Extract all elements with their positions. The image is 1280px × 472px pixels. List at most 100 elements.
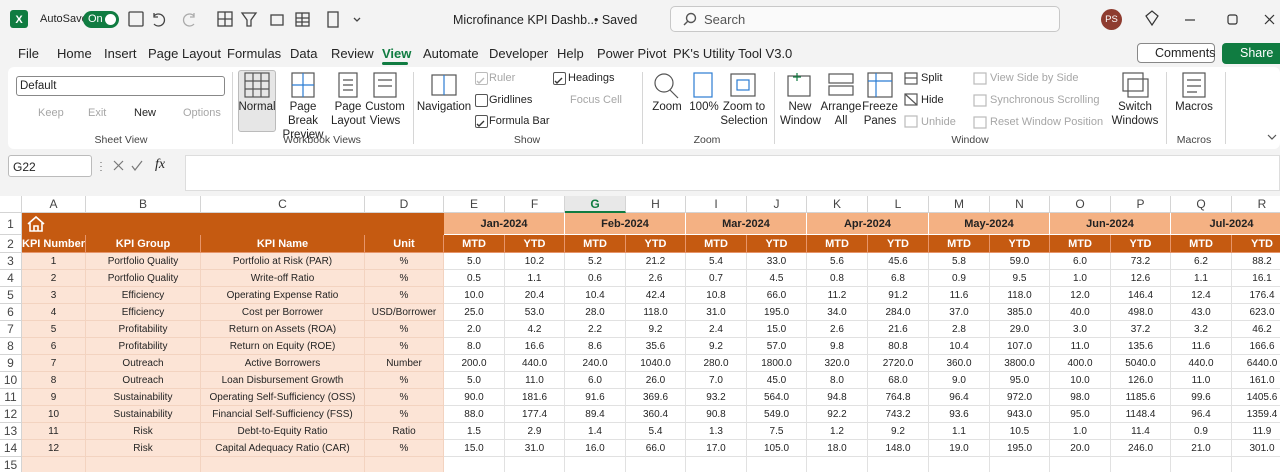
row-header[interactable]: 15 xyxy=(0,457,22,472)
column-header[interactable]: N xyxy=(990,196,1050,213)
ribbon-button[interactable]: Custom Views xyxy=(365,101,405,127)
column-header[interactable]: Q xyxy=(1171,196,1232,213)
column-header[interactable]: I xyxy=(686,196,747,213)
value-cell: 11.9 xyxy=(1232,423,1280,440)
ribbon-button[interactable]: Arrange All xyxy=(820,101,862,127)
row-header[interactable]: 8 xyxy=(0,338,22,355)
menu-tab[interactable]: Data xyxy=(290,46,318,61)
sheet-view-dropdown[interactable]: Default xyxy=(16,76,225,96)
ribbon-checkbox[interactable]: Headings xyxy=(568,72,615,84)
menu-tab[interactable]: Home xyxy=(57,46,92,61)
row-header[interactable]: 6 xyxy=(0,304,22,321)
column-header[interactable]: M xyxy=(929,196,990,213)
ribbon-button[interactable]: Zoom to Selection xyxy=(720,101,768,127)
column-header[interactable]: F xyxy=(505,196,565,213)
column-header[interactable]: A xyxy=(22,196,86,213)
menu-tab[interactable]: Developer xyxy=(489,46,549,61)
ribbon-button[interactable]: Reset Window Position xyxy=(990,116,1104,128)
quick-access-icons[interactable] xyxy=(128,10,438,30)
ribbon-button[interactable]: Freeze Panes xyxy=(862,101,898,127)
name-box[interactable]: G22 xyxy=(8,155,92,177)
row-header[interactable]: 3 xyxy=(0,253,22,270)
share-button[interactable]: Share xyxy=(1222,43,1280,64)
row-header[interactable]: 10 xyxy=(0,372,22,389)
ribbon-button[interactable]: New Window xyxy=(780,101,821,127)
select-all-corner xyxy=(0,196,22,213)
row-header[interactable]: 4 xyxy=(0,270,22,287)
autosave-toggle[interactable]: On xyxy=(83,11,119,28)
row-header[interactable]: 1 xyxy=(0,213,22,235)
column-header[interactable]: G xyxy=(565,196,626,213)
menu-tab[interactable]: Page Layout xyxy=(148,46,222,61)
ribbon-button[interactable]: Exit xyxy=(88,107,107,119)
formula-input[interactable] xyxy=(185,155,1280,191)
file-name[interactable]: Microfinance KPI Dashb... xyxy=(453,13,598,27)
ribbon-button[interactable]: 100% xyxy=(689,101,719,113)
menu-tab-active[interactable]: View xyxy=(382,46,412,61)
empty-cell xyxy=(807,457,868,472)
menu-tab[interactable]: Insert xyxy=(104,46,137,61)
ribbon-button[interactable]: Focus Cell xyxy=(570,94,622,106)
row-header[interactable]: 12 xyxy=(0,406,22,423)
ribbon-button[interactable]: Page Break Preview xyxy=(282,101,324,141)
value-cell: 7.5 xyxy=(747,423,807,440)
column-header[interactable]: J xyxy=(747,196,807,213)
ribbon-button[interactable]: Page Layout xyxy=(331,101,366,127)
user-avatar[interactable]: PS xyxy=(1101,9,1122,30)
column-header[interactable]: D xyxy=(365,196,444,213)
ribbon-button[interactable]: Zoom xyxy=(652,101,682,113)
menu-tab[interactable]: Help xyxy=(557,46,584,61)
column-header[interactable]: E xyxy=(444,196,505,213)
ribbon-button[interactable]: Split xyxy=(921,72,943,84)
empty-cell xyxy=(365,457,444,472)
ribbon-button[interactable]: Unhide xyxy=(921,116,956,128)
kpi-cell: Loan Disbursement Growth xyxy=(201,372,365,389)
row-header[interactable]: 5 xyxy=(0,287,22,304)
kpi-cell: Active Borrowers xyxy=(201,355,365,372)
ribbon-checkbox[interactable]: Formula Bar xyxy=(489,115,550,127)
menu-tab[interactable]: Power Pivot xyxy=(597,46,667,61)
column-header[interactable]: K xyxy=(807,196,868,213)
column-header[interactable]: R xyxy=(1232,196,1280,213)
row-header[interactable]: 11 xyxy=(0,389,22,406)
ribbon-button[interactable]: Switch Windows xyxy=(1111,101,1159,127)
menu-tab[interactable]: Automate xyxy=(423,46,479,61)
ribbon-checkbox[interactable]: Ruler xyxy=(489,72,516,84)
ribbon-button[interactable]: Synchronous Scrolling xyxy=(990,94,1100,106)
menu-tab[interactable]: File xyxy=(18,46,39,61)
value-cell: 195.0 xyxy=(990,440,1050,457)
measure-header: YTD xyxy=(1111,235,1171,253)
row-header[interactable]: 7 xyxy=(0,321,22,338)
value-cell: 94.8 xyxy=(807,389,868,406)
row-header[interactable]: 14 xyxy=(0,440,22,457)
column-header[interactable]: C xyxy=(201,196,365,213)
ribbon-button[interactable]: Macros xyxy=(1175,101,1213,113)
menu-tab[interactable]: Formulas xyxy=(227,46,282,61)
window-controls[interactable] xyxy=(1143,10,1278,30)
ribbon-button[interactable]: Options xyxy=(183,107,221,119)
row-header[interactable]: 2 xyxy=(0,235,22,253)
column-header[interactable]: L xyxy=(868,196,929,213)
ribbon-button[interactable]: View Side by Side xyxy=(990,72,1079,84)
column-header[interactable]: B xyxy=(86,196,201,213)
menu-tab[interactable]: PK's Utility Tool V3.0 xyxy=(673,46,793,61)
ribbon-button[interactable]: Keep xyxy=(38,107,64,119)
value-cell: 135.6 xyxy=(1111,338,1171,355)
fx-button[interactable]: fx xyxy=(155,157,166,172)
ribbon-checkbox[interactable]: Gridlines xyxy=(489,94,533,106)
column-header[interactable]: H xyxy=(626,196,686,213)
menu-tab[interactable]: Review xyxy=(331,46,374,61)
value-cell: 16.6 xyxy=(505,338,565,355)
value-cell: 200.0 xyxy=(444,355,505,372)
column-header[interactable]: O xyxy=(1050,196,1111,213)
ribbon-button[interactable]: New xyxy=(134,107,157,119)
column-header[interactable]: P xyxy=(1111,196,1171,213)
ribbon-button[interactable]: Navigation xyxy=(416,101,472,113)
comments-button[interactable]: Comments xyxy=(1137,43,1215,63)
ribbon-button[interactable]: Normal xyxy=(238,101,276,113)
ribbon-button[interactable]: Hide xyxy=(921,94,944,106)
kpi-cell: Return on Equity (ROE) xyxy=(201,338,365,355)
row-header[interactable]: 13 xyxy=(0,423,22,440)
row-header[interactable]: 9 xyxy=(0,355,22,372)
search-box[interactable]: Search xyxy=(670,6,1060,32)
